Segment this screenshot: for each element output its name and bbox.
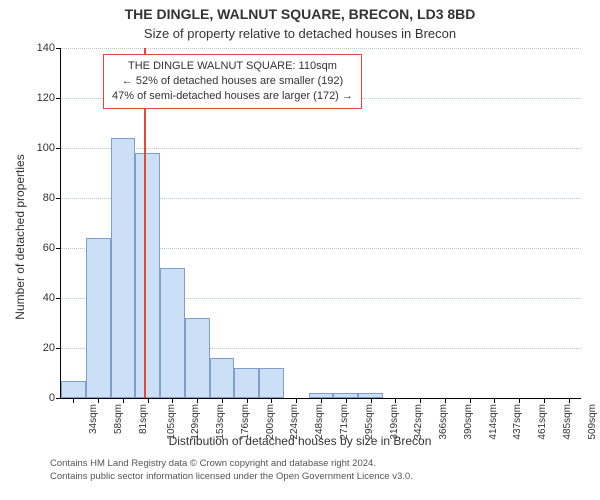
footer-line-1: Contains HM Land Registry data © Crown c… [50, 458, 590, 471]
xtick-mark [395, 398, 396, 403]
xtick-mark [420, 398, 421, 403]
chart-container: THE DINGLE, WALNUT SQUARE, BRECON, LD3 8… [0, 0, 600, 500]
xtick-mark [346, 398, 347, 403]
histogram-bar [210, 358, 235, 398]
histogram-bar [111, 138, 136, 398]
ytick-mark [56, 48, 61, 49]
xtick-mark [222, 398, 223, 403]
ytick-label: 140 [25, 42, 55, 54]
ytick-mark [56, 398, 61, 399]
histogram-bar [234, 368, 259, 398]
xtick-label: 58sqm [113, 404, 124, 434]
ytick-label: 120 [25, 92, 55, 104]
info-box: THE DINGLE WALNUT SQUARE: 110sqm ← 52% o… [103, 54, 362, 109]
chart-title: THE DINGLE, WALNUT SQUARE, BRECON, LD3 8… [0, 6, 600, 22]
xtick-mark [172, 398, 173, 403]
xtick-mark [123, 398, 124, 403]
xtick-mark [544, 398, 545, 403]
histogram-bar [61, 381, 86, 399]
xtick-mark [569, 398, 570, 403]
histogram-bar [135, 153, 160, 398]
ytick-mark [56, 348, 61, 349]
histogram-bar [259, 368, 284, 398]
xtick-mark [98, 398, 99, 403]
xtick-mark [371, 398, 372, 403]
xtick-mark [148, 398, 149, 403]
xtick-mark [470, 398, 471, 403]
plot-area: THE DINGLE WALNUT SQUARE: 110sqm ← 52% o… [60, 48, 581, 399]
ytick-label: 60 [25, 242, 55, 254]
xtick-mark [271, 398, 272, 403]
xtick-mark [494, 398, 495, 403]
chart-footer: Contains HM Land Registry data © Crown c… [50, 458, 590, 484]
xtick-mark [445, 398, 446, 403]
histogram-bar [185, 318, 210, 398]
xtick-mark [519, 398, 520, 403]
xtick-mark [296, 398, 297, 403]
x-axis-label: Distribution of detached houses by size … [0, 434, 600, 448]
ytick-mark [56, 98, 61, 99]
xtick-mark [247, 398, 248, 403]
gridline [61, 48, 581, 49]
ytick-mark [56, 198, 61, 199]
xtick-label: 81sqm [138, 404, 149, 434]
ytick-label: 100 [25, 142, 55, 154]
info-line-1: THE DINGLE WALNUT SQUARE: 110sqm [112, 59, 353, 74]
ytick-label: 0 [25, 392, 55, 404]
ytick-mark [56, 248, 61, 249]
ytick-mark [56, 298, 61, 299]
histogram-bar [86, 238, 111, 398]
info-line-2: ← 52% of detached houses are smaller (19… [112, 74, 353, 89]
xtick-mark [321, 398, 322, 403]
footer-line-2: Contains public sector information licen… [50, 471, 590, 484]
info-line-3: 47% of semi-detached houses are larger (… [112, 89, 353, 104]
ytick-label: 80 [25, 192, 55, 204]
xtick-label: 34sqm [88, 404, 99, 434]
ytick-mark [56, 148, 61, 149]
histogram-bar [160, 268, 185, 398]
ytick-label: 20 [25, 342, 55, 354]
xtick-mark [73, 398, 74, 403]
xtick-mark [197, 398, 198, 403]
gridline [61, 148, 581, 149]
ytick-label: 40 [25, 292, 55, 304]
chart-subtitle: Size of property relative to detached ho… [0, 26, 600, 41]
